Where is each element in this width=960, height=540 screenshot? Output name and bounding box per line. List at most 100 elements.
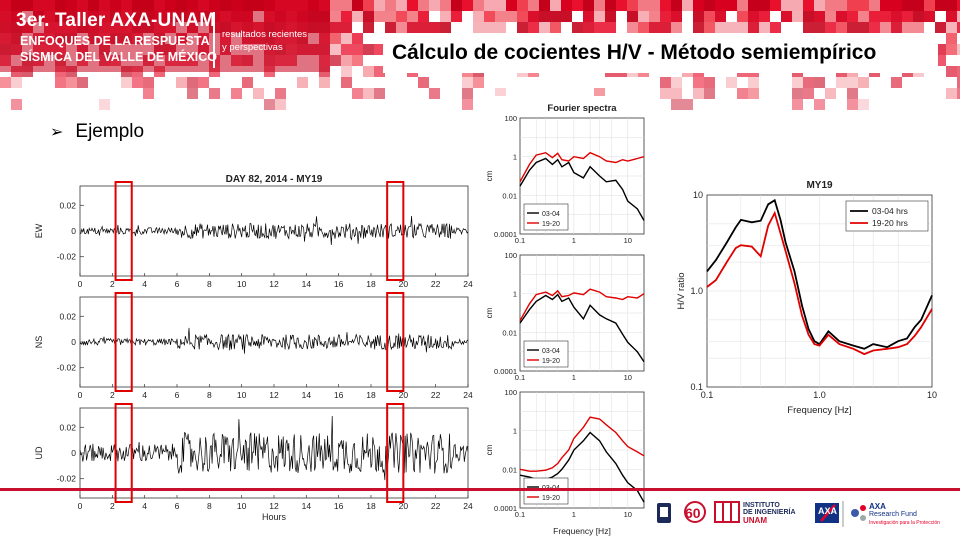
x-tick-label: 6 — [175, 390, 180, 400]
y-tick-label: 0.01 — [502, 191, 517, 200]
legend-label: 03-04 — [542, 211, 560, 218]
institute-line1: INSTITUTO — [743, 502, 780, 509]
fourier-legend-box — [523, 203, 569, 231]
x-tick-label: 2 — [110, 390, 115, 400]
instituto-ingenieria-logo-icon — [714, 501, 740, 523]
fourier-spectra-figure: Fourier spectra 100 1 0.01 0.0001 0.1 1 10 cm 03-… — [480, 96, 660, 540]
x-tick-label: 20 — [399, 279, 409, 289]
fund-line2: Research Fund — [869, 511, 917, 518]
legend-label: 03-04 — [542, 348, 560, 355]
x-tick-label: 4 — [142, 501, 147, 511]
y-tick-label: 1 — [513, 427, 517, 436]
hv-ylabel: H/V ratio — [676, 273, 687, 310]
x-tick-label: 24 — [463, 501, 473, 511]
brand-title: 3er. Taller AXA-UNAM — [16, 10, 216, 31]
header-banner: 3er. Taller AXA-UNAM ENFOQUES DE LA RESP… — [0, 0, 960, 110]
y-tick-label: -0.02 — [57, 474, 77, 484]
y-tick-label: 0.02 — [59, 200, 76, 210]
unam-shield-icon — [657, 503, 671, 523]
seismogram-title: DAY 82, 2014 - MY19 — [226, 174, 323, 185]
y-tick-label: 0.01 — [502, 465, 517, 474]
highlight-window — [114, 292, 133, 392]
institute-line3: UNAM — [743, 516, 767, 525]
x-tick-label: 18 — [366, 390, 376, 400]
seismogram-panel-frame — [79, 296, 469, 388]
x-tick-label: 0 — [78, 279, 83, 289]
fourier-title: Fourier spectra — [547, 103, 617, 114]
fund-line1: AXA — [869, 502, 886, 511]
fund-line3: Investigación para la Protección — [869, 520, 940, 526]
x-tick-label: 2 — [110, 279, 115, 289]
fourier-ylabel: cm — [485, 170, 494, 181]
x-tick-label: 2 — [110, 501, 115, 511]
fourier-series-line — [519, 157, 645, 221]
sixty-anniversary-logo — [684, 501, 706, 523]
x-tick-label: 24 — [463, 279, 473, 289]
x-tick-label: 10 — [927, 390, 937, 400]
x-tick-label: 6 — [175, 279, 180, 289]
x-tick-label: 1 — [572, 510, 576, 519]
x-tick-label: 20 — [399, 390, 409, 400]
x-tick-label: 10 — [624, 510, 632, 519]
y-tick-label: -0.02 — [57, 252, 77, 262]
seismogram-xlabel: Hours — [262, 512, 287, 522]
arrow-bullet-icon: ➢ — [50, 124, 64, 141]
legend-label: 19-20 — [542, 495, 560, 502]
y-tick-label: 100 — [504, 251, 517, 260]
x-tick-label: 1 — [572, 373, 576, 382]
brand-subtitle-line1: ENFOQUES DE LA RESPUESTA — [20, 34, 210, 48]
x-tick-label: 8 — [207, 279, 212, 289]
x-tick-label: 10 — [237, 390, 247, 400]
seismogram-panel-frame — [79, 185, 469, 277]
bullet-text: Ejemplo — [75, 121, 145, 142]
x-tick-label: 14 — [302, 390, 312, 400]
fourier-series-line — [519, 293, 645, 363]
axa-wordmark: AXA — [818, 506, 838, 516]
x-tick-label: 4 — [142, 390, 147, 400]
x-tick-label: 16 — [334, 501, 344, 511]
brand-subtitle-line2: SÍSMICA DEL VALLE DE MÉXICO — [20, 50, 218, 64]
fourier-series-line — [519, 151, 645, 183]
slide-title: Cálculo de cocientes H/V - Método semiem… — [383, 33, 938, 73]
brand-divider — [213, 12, 215, 68]
x-tick-label: 14 — [302, 501, 312, 511]
x-tick-label: 12 — [269, 501, 279, 511]
y-tick-label: -0.02 — [57, 363, 77, 373]
sixty-label: 60 — [685, 505, 701, 521]
y-tick-label: 0 — [71, 448, 76, 458]
bullet-item: ➢ Ejemplo — [50, 121, 144, 143]
fourier-ylabel: cm — [485, 444, 494, 455]
y-tick-label: 0.01 — [502, 328, 517, 337]
fourier-series-line — [519, 288, 645, 322]
x-tick-label: 10 — [624, 373, 632, 382]
x-tick-label: 12 — [269, 279, 279, 289]
y-tick-label: 10 — [693, 190, 703, 200]
hv-series-line — [706, 210, 933, 356]
panel-ylabel: UD — [34, 446, 44, 459]
y-tick-label: 100 — [504, 388, 517, 397]
x-tick-label: 10 — [237, 279, 247, 289]
legend-label: 19-20 — [542, 221, 560, 228]
fourier-ylabel: cm — [485, 307, 494, 318]
y-tick-label: 1.0 — [690, 286, 703, 296]
x-tick-label: 12 — [269, 390, 279, 400]
x-tick-label: 0.1 — [515, 510, 525, 519]
fourier-series-line — [519, 416, 645, 472]
y-tick-label: 0.0001 — [494, 367, 517, 376]
x-tick-label: 16 — [334, 279, 344, 289]
x-tick-label: 20 — [399, 501, 409, 511]
hv-ratio-figure: MY19 10 1.0 0.10.1 1.0 10 Frequency [Hz] H/V ra… — [676, 180, 937, 416]
y-tick-label: 100 — [504, 114, 517, 123]
x-tick-label: 0 — [78, 390, 83, 400]
panel-ylabel: NS — [34, 336, 44, 349]
y-tick-label: 0 — [71, 337, 76, 347]
x-tick-label: 16 — [334, 390, 344, 400]
x-tick-label: 18 — [366, 501, 376, 511]
y-tick-label: 0.02 — [59, 311, 76, 321]
y-tick-label: 1 — [513, 153, 517, 162]
x-tick-label: 22 — [431, 390, 441, 400]
hv-title: MY19 — [806, 180, 833, 191]
hv-legend-box — [845, 200, 929, 232]
x-tick-label: 14 — [302, 279, 312, 289]
x-tick-label: 18 — [366, 279, 376, 289]
